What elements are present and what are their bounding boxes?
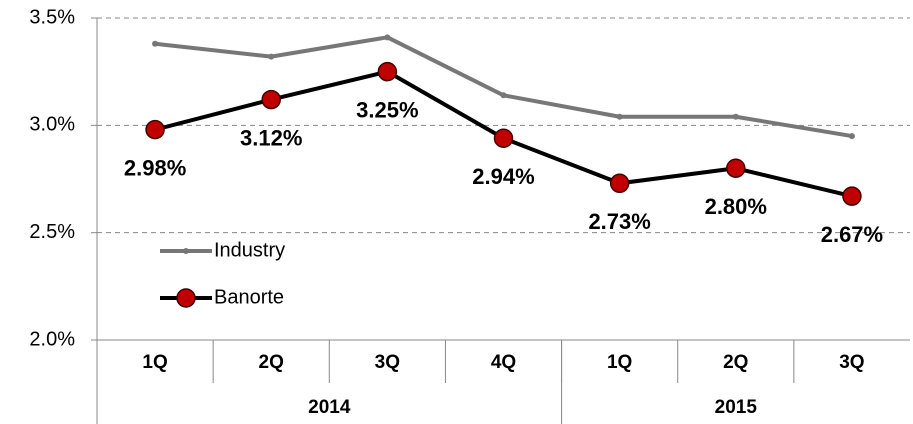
- marker: [493, 128, 514, 148]
- data-label: 2.67%: [821, 222, 883, 247]
- x-tick-label: 1Q: [607, 352, 632, 373]
- legend-marker: [176, 288, 196, 308]
- marker: [145, 119, 165, 140]
- y-tick-label: 2.5%: [29, 221, 75, 243]
- data-label: 2.98%: [124, 155, 186, 180]
- legend-label: Banorte: [214, 286, 284, 308]
- y-tick-label: 2.0%: [29, 328, 75, 350]
- x-group-label: 2014: [308, 397, 351, 418]
- marker: [384, 34, 391, 41]
- marker: [842, 186, 862, 206]
- series-line: [154, 35, 853, 139]
- x-tick-label: 2Q: [723, 352, 748, 373]
- marker: [726, 158, 746, 179]
- data-label: 2.94%: [472, 164, 534, 189]
- marker: [268, 53, 275, 60]
- marker: [732, 113, 739, 120]
- marker: [152, 40, 159, 47]
- data-label: 3.25%: [356, 97, 418, 122]
- marker: [609, 173, 630, 194]
- legend-label: Industry: [214, 239, 285, 261]
- x-tick-label: 3Q: [375, 352, 400, 373]
- x-group-label: 2015: [715, 397, 758, 418]
- x-tick-label: 4Q: [491, 352, 516, 373]
- data-label: 2.73%: [588, 209, 650, 234]
- data-label: 3.12%: [240, 125, 302, 150]
- x-tick-label: 2Q: [259, 352, 284, 373]
- x-tick-label: 1Q: [142, 352, 167, 373]
- marker: [616, 113, 623, 120]
- marker: [261, 89, 281, 110]
- data-label: 2.80%: [705, 194, 767, 219]
- legend-marker: [183, 248, 189, 254]
- marker: [500, 92, 507, 99]
- marker: [377, 61, 398, 82]
- y-tick-label: 3.0%: [29, 114, 75, 136]
- marker: [848, 133, 855, 140]
- y-tick-label: 3.5%: [29, 6, 75, 28]
- x-tick-label: 3Q: [839, 352, 864, 373]
